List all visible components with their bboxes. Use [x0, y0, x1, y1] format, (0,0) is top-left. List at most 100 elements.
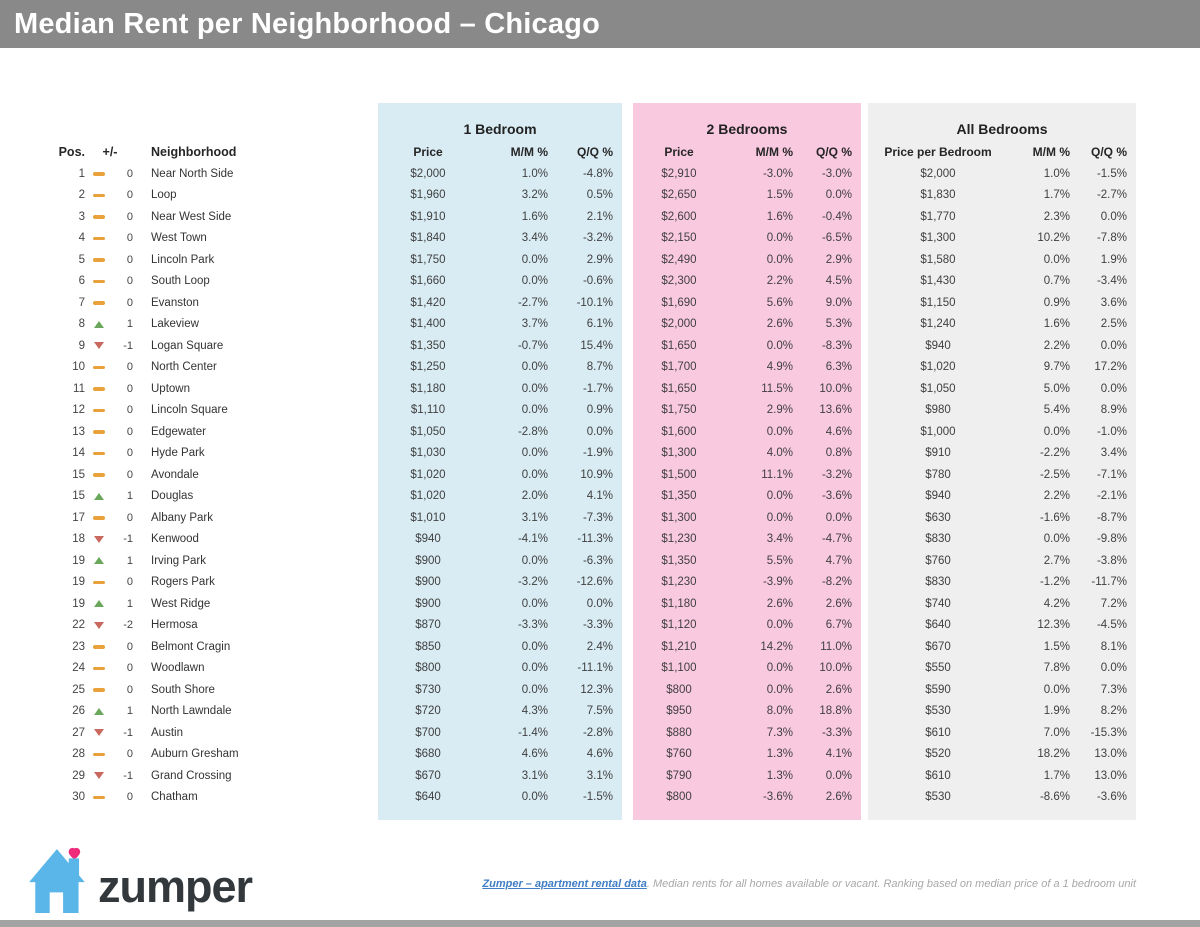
position-value: 27 [72, 726, 85, 739]
mm-percent-cell: -4.1% [517, 533, 548, 546]
neighborhood-name: South Shore [151, 683, 215, 696]
cells-2-bedrooms: $1,300 0.0% 0.0% [633, 507, 861, 529]
position-value: 7 [78, 296, 85, 309]
mm-percent-cell: 11.1% [761, 468, 793, 481]
neighborhood-name: Woodlawn [151, 662, 205, 675]
title-bar: Median Rent per Neighborhood – Chicago [0, 0, 1200, 48]
position-value: 28 [72, 748, 85, 761]
qq-percent-cell: -3.8% [1096, 554, 1127, 567]
cells-1-bedroom: $720 4.3% 7.5% [378, 700, 622, 722]
rank-down-icon [85, 722, 113, 744]
qq-percent-cell: 6.3% [825, 361, 852, 374]
mm-percent-cell: 1.5% [1043, 640, 1070, 653]
qq-percent-cell: 8.2% [1100, 705, 1127, 718]
mm-percent-cell: 0.0% [521, 382, 548, 395]
cells-all-bedrooms: $610 7.0% -15.3% [868, 722, 1136, 744]
price-cell: $950 [666, 705, 692, 718]
rank-same-icon [85, 228, 113, 250]
cells-1-bedroom: $1,840 3.4% -3.2% [378, 227, 622, 249]
table-row: 2 0 Loop $1,960 3.2% 0.5% $2,650 1.5% 0.… [55, 184, 1136, 207]
cells-1-bedroom: $1,010 3.1% -7.3% [378, 507, 622, 529]
mm-percent-cell: 0.9% [1043, 296, 1070, 309]
group-label-all-bedrooms: All Bedrooms [956, 121, 1048, 137]
price-cell: $1,650 [661, 382, 697, 395]
mm-percent-cell: 1.7% [1043, 769, 1070, 782]
qq-percent-cell: -4.8% [582, 167, 613, 180]
table-row: 15 0 Avondale $1,020 0.0% 10.9% $1,500 1… [55, 464, 1136, 486]
cells-2-bedrooms: $1,650 11.5% 10.0% [633, 378, 861, 400]
cells-2-bedrooms: $790 1.3% 0.0% [633, 765, 861, 787]
rank-down-icon [85, 765, 113, 787]
cells-2-bedrooms: $1,600 0.0% 4.6% [633, 421, 861, 443]
qq-percent-cell: 9.0% [825, 296, 852, 309]
qq-percent-cell: 0.9% [586, 404, 613, 417]
cells-all-bedrooms: $1,240 1.6% 2.5% [868, 313, 1136, 335]
cells-all-bedrooms: $530 -8.6% -3.6% [868, 786, 1136, 808]
neighborhood-name: Near West Side [151, 210, 232, 223]
mm-percent-cell: 0.0% [766, 425, 793, 438]
neighborhood-name: Auburn Gresham [151, 748, 239, 761]
cells-1-bedroom: $900 0.0% -6.3% [378, 550, 622, 572]
cells-all-bedrooms: $550 7.8% 0.0% [868, 657, 1136, 679]
cells-1-bedroom: $670 3.1% 3.1% [378, 765, 622, 787]
price-per-bedroom-cell: $1,050 [920, 382, 956, 395]
mm-percent-cell: 0.0% [766, 683, 793, 696]
subheader-all: Price per Bedroom M/M % Q/Q % [868, 141, 1136, 163]
price-cell: $1,660 [410, 275, 446, 288]
cells-2-bedrooms: $760 1.3% 4.1% [633, 743, 861, 765]
qq-percent-cell: 4.1% [825, 748, 852, 761]
qq-percent-cell: -3.0% [821, 167, 852, 180]
rank-change-value: 0 [126, 361, 133, 374]
position-value: 12 [72, 404, 85, 417]
rank-up-icon [85, 314, 113, 336]
neighborhood-name: Irving Park [151, 554, 206, 567]
price-cell: $2,650 [661, 189, 697, 202]
mm-percent-cell: -3.6% [762, 791, 793, 804]
price-cell: $800 [666, 791, 692, 804]
table-row: 9 -1 Logan Square $1,350 -0.7% 15.4% $1,… [55, 335, 1136, 357]
qq-percent-cell: 2.4% [586, 640, 613, 653]
qq-percent-cell: 0.0% [1100, 339, 1127, 352]
position-value: 25 [72, 683, 85, 696]
qq-percent-cell: 2.9% [825, 253, 852, 266]
price-cell: $900 [415, 554, 441, 567]
qq-percent-cell: 13.0% [1094, 769, 1127, 782]
mm-percent-cell: 3.4% [521, 232, 548, 245]
source-link[interactable]: Zumper – apartment rental data [482, 878, 647, 890]
price-cell: $1,020 [410, 468, 446, 481]
table-row: 15 1 Douglas $1,020 2.0% 4.1% $1,350 0.0… [55, 485, 1136, 507]
cells-1-bedroom: $940 -4.1% -11.3% [378, 528, 622, 550]
rank-same-icon [85, 206, 113, 228]
rank-same-icon [85, 787, 113, 809]
mm-percent-cell: 1.7% [1043, 189, 1070, 202]
cells-2-bedrooms: $1,650 0.0% -8.3% [633, 335, 861, 357]
position-value: 9 [78, 339, 85, 352]
neighborhood-name: Hyde Park [151, 447, 205, 460]
header-all-qq: Q/Q % [1090, 145, 1127, 159]
cells-1-bedroom: $1,350 -0.7% 15.4% [378, 335, 622, 357]
qq-percent-cell: -7.3% [582, 511, 613, 524]
price-cell: $1,300 [661, 511, 697, 524]
heart-icon [68, 847, 81, 860]
qq-percent-cell: 2.6% [825, 683, 852, 696]
mm-percent-cell: 12.3% [1037, 619, 1070, 632]
price-cell: $700 [415, 726, 441, 739]
header-all-mm: M/M % [1032, 145, 1070, 159]
rank-same-icon [85, 185, 113, 207]
mm-percent-cell: -3.0% [762, 167, 793, 180]
mm-percent-cell: 8.0% [766, 705, 793, 718]
table-row: 13 0 Edgewater $1,050 -2.8% 0.0% $1,600 … [55, 421, 1136, 443]
price-per-bedroom-cell: $1,430 [920, 275, 956, 288]
cells-all-bedrooms: $1,430 0.7% -3.4% [868, 270, 1136, 292]
group-header-2br: 2 Bedrooms [633, 117, 861, 141]
position-value: 3 [78, 210, 85, 223]
rank-same-icon [85, 421, 113, 443]
panel-all-spacer [868, 103, 1136, 117]
rank-same-icon [85, 507, 113, 529]
price-per-bedroom-cell: $530 [925, 791, 951, 804]
mm-percent-cell: 2.6% [766, 318, 793, 331]
qq-percent-cell: 4.6% [586, 748, 613, 761]
qq-percent-cell: 4.6% [825, 425, 852, 438]
cells-all-bedrooms: $640 12.3% -4.5% [868, 614, 1136, 636]
rank-change-value: 0 [126, 576, 133, 589]
